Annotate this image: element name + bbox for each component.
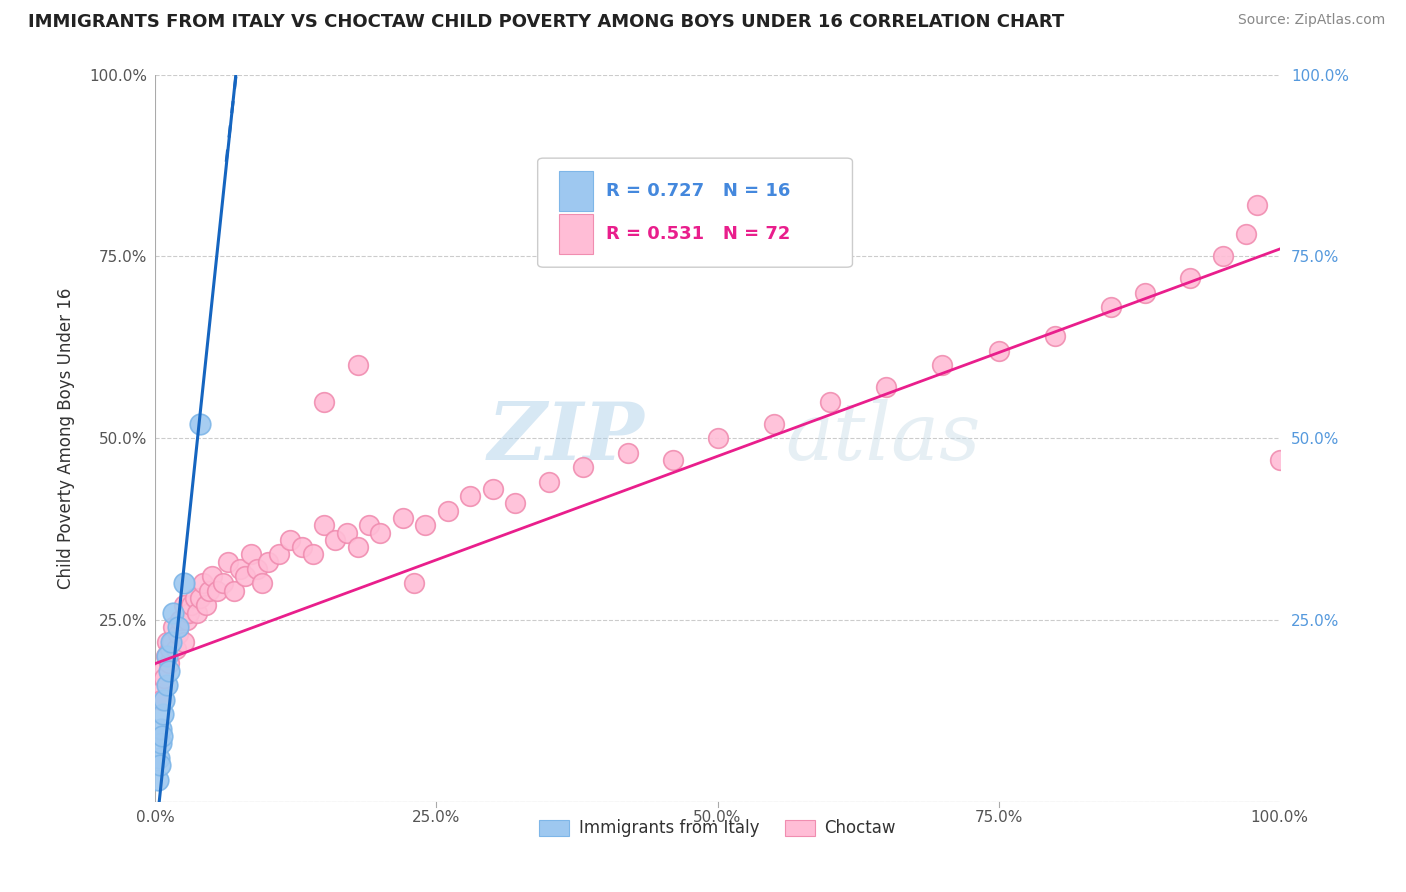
Point [1178, 271, 1201, 285]
Point [1246, 198, 1268, 212]
Point [987, 343, 1010, 358]
Point [391, 511, 413, 525]
Point [152, 707, 174, 722]
Point [323, 533, 346, 547]
Point [301, 547, 323, 561]
Point [537, 475, 560, 489]
Point [661, 453, 683, 467]
Point [818, 394, 841, 409]
Y-axis label: Child Poverty Among Boys Under 16: Child Poverty Among Boys Under 16 [58, 287, 75, 589]
Point [157, 664, 180, 678]
Point [190, 591, 212, 605]
FancyBboxPatch shape [537, 158, 852, 268]
Point [706, 431, 728, 445]
Point [207, 583, 229, 598]
Text: ZIP: ZIP [488, 400, 644, 477]
Point [481, 482, 503, 496]
Point [173, 576, 195, 591]
Point [153, 693, 176, 707]
Point [195, 599, 218, 613]
Point [290, 540, 312, 554]
Point [179, 606, 201, 620]
Bar [560, 171, 593, 211]
Point [162, 634, 184, 648]
Point [146, 772, 169, 787]
Point [245, 562, 267, 576]
Point [148, 685, 170, 699]
Point [218, 555, 240, 569]
Point [180, 599, 202, 613]
Point [239, 547, 262, 561]
Point [173, 634, 195, 648]
Point [156, 678, 179, 692]
Point [1099, 300, 1122, 314]
Point [167, 627, 190, 641]
Point [160, 634, 183, 648]
Point [335, 525, 357, 540]
Text: atlas: atlas [785, 400, 980, 477]
Point [150, 736, 173, 750]
Text: IMMIGRANTS FROM ITALY VS CHOCTAW CHILD POVERTY AMONG BOYS UNDER 16 CORRELATION C: IMMIGRANTS FROM ITALY VS CHOCTAW CHILD P… [28, 13, 1064, 31]
Point [256, 555, 278, 569]
Point [169, 613, 191, 627]
Point [312, 394, 335, 409]
Bar [560, 214, 593, 254]
Point [153, 671, 176, 685]
Point [184, 591, 207, 605]
Point [616, 445, 638, 459]
Point [1133, 285, 1156, 300]
Point [191, 576, 214, 591]
Point [413, 518, 436, 533]
Point [1043, 329, 1066, 343]
Point [150, 729, 173, 743]
Point [157, 657, 180, 671]
Point [148, 751, 170, 765]
Point [229, 562, 252, 576]
Point [224, 583, 246, 598]
Point [875, 380, 897, 394]
Legend: Immigrants from Italy, Choctaw: Immigrants from Italy, Choctaw [533, 813, 903, 844]
Point [165, 641, 187, 656]
Point [201, 569, 224, 583]
Point [173, 599, 195, 613]
Point [186, 606, 208, 620]
Point [198, 583, 221, 598]
Point [212, 576, 235, 591]
Point [159, 641, 181, 656]
Point [1268, 453, 1291, 467]
Point [762, 417, 785, 431]
Point [503, 496, 526, 510]
Point [346, 540, 368, 554]
Point [458, 489, 481, 503]
Point [402, 576, 425, 591]
Point [150, 722, 173, 736]
Point [155, 649, 177, 664]
Point [278, 533, 301, 547]
Point [162, 606, 184, 620]
Point [346, 359, 368, 373]
Point [150, 664, 173, 678]
Text: R = 0.531   N = 72: R = 0.531 N = 72 [606, 226, 790, 244]
Point [167, 620, 190, 634]
Point [931, 359, 953, 373]
Text: R = 0.727   N = 16: R = 0.727 N = 16 [606, 182, 790, 200]
Point [150, 693, 173, 707]
Point [267, 547, 290, 561]
Point [368, 525, 391, 540]
Point [436, 504, 458, 518]
Point [357, 518, 380, 533]
Point [1234, 227, 1257, 242]
Point [156, 649, 179, 664]
Text: Source: ZipAtlas.com: Source: ZipAtlas.com [1237, 13, 1385, 28]
Point [312, 518, 335, 533]
Point [156, 634, 179, 648]
Point [176, 613, 198, 627]
Point [190, 417, 212, 431]
Point [233, 569, 256, 583]
Point [162, 620, 184, 634]
Point [250, 576, 273, 591]
Point [571, 460, 593, 475]
Point [149, 758, 172, 772]
Point [1212, 249, 1234, 263]
